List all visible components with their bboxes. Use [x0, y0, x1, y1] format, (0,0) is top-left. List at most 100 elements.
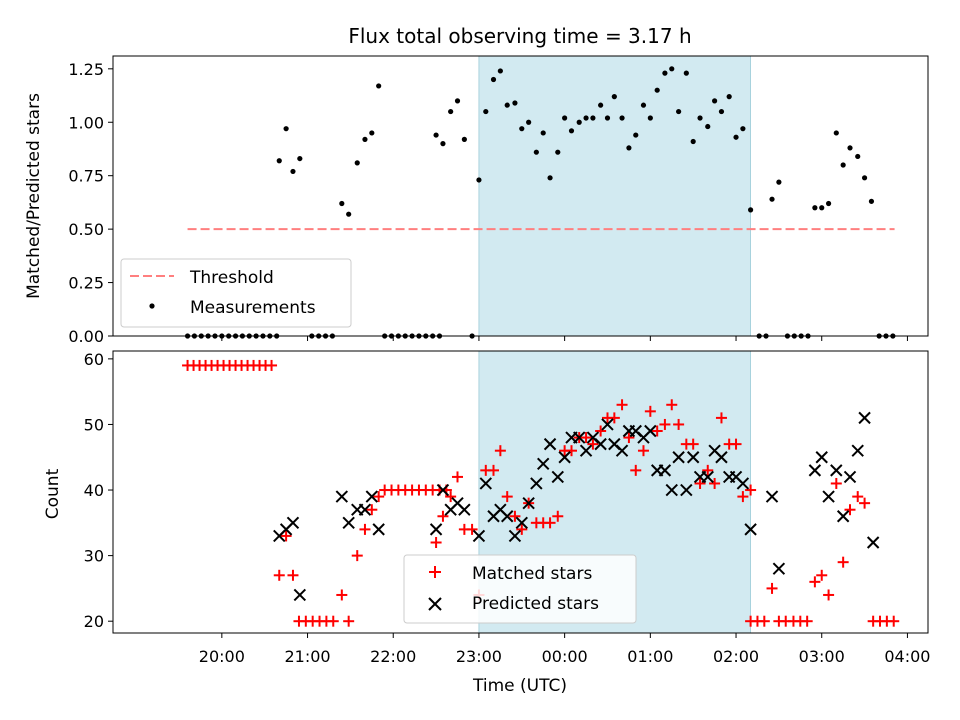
predicted-stars-point — [866, 536, 880, 549]
predicted-stars-point — [843, 470, 857, 484]
measurement-point — [633, 132, 639, 138]
measurement-point — [740, 126, 746, 132]
matched-stars-point — [823, 589, 835, 601]
top-y-ticks: 0.00 0.25 0.50 0.75 1.00 1.25 — [68, 60, 113, 346]
matched-stars-point — [715, 412, 727, 424]
matched-stars-point — [327, 615, 339, 627]
predicted-stars-point — [358, 503, 372, 516]
measurement-point — [819, 205, 825, 211]
predicted-stars-point — [537, 457, 550, 471]
measurement-point — [440, 141, 446, 147]
x-tick-label: 22:00 — [370, 647, 416, 666]
measurement-point — [454, 98, 461, 104]
matched-stars-point — [488, 464, 500, 476]
top-y-axis-label: Matched/Predicted stars — [24, 93, 44, 299]
top-panel: 0.00 0.25 0.50 0.75 1.00 1.25 Flux total obse… — [24, 24, 929, 346]
top-y-tick-label: 0.25 — [68, 274, 104, 293]
measurement-point — [512, 100, 518, 106]
bottom-y-tick-label: 60 — [84, 350, 104, 369]
predicted-stars-point — [744, 523, 757, 536]
matched-stars-point — [637, 445, 649, 457]
measurement-point — [504, 102, 510, 108]
top-y-tick-label: 1.25 — [68, 60, 104, 79]
bottom-legend-box — [403, 554, 637, 624]
measurement-point — [683, 70, 689, 76]
predicted-stars-point — [672, 451, 685, 464]
predicted-stars-point — [601, 418, 614, 431]
measurement-point — [490, 76, 497, 83]
matched-stars-point — [859, 497, 871, 509]
measurement-point — [776, 179, 782, 185]
legend-matched-label: Matched stars — [472, 564, 592, 584]
matched-stars-point — [565, 445, 577, 457]
measurement-point — [861, 175, 868, 181]
predicted-stars-point — [594, 437, 607, 451]
matched-stars-point — [673, 418, 685, 430]
matched-stars-point — [595, 425, 607, 437]
measurement-point — [825, 200, 832, 207]
measurement-point — [840, 162, 846, 168]
measurement-point — [733, 134, 739, 140]
bottom-y-tick-label: 50 — [84, 415, 104, 434]
top-y-tick-label: 0.75 — [68, 167, 104, 186]
measurement-point — [433, 132, 439, 138]
measurement-point — [568, 128, 575, 134]
measurement-point — [461, 136, 467, 142]
predicted-stars-point — [665, 483, 678, 497]
measurement-point — [297, 155, 303, 162]
matched-stars-point — [287, 569, 299, 581]
matched-stars-point — [552, 510, 564, 522]
matched-stars-point — [494, 445, 506, 457]
predicted-stars-point — [658, 464, 672, 477]
legend-matched-swatch — [429, 566, 441, 578]
matched-stars-point — [359, 523, 371, 535]
measurement-point — [339, 200, 345, 207]
matched-stars-point — [466, 523, 478, 535]
measurement-point — [626, 145, 632, 151]
top-y-tick-label: 1.00 — [68, 113, 104, 132]
matched-stars-point — [336, 589, 348, 601]
x-tick-label: 02:00 — [713, 647, 759, 666]
predicted-stars-points — [273, 411, 880, 602]
x-tick-label: 23:00 — [456, 647, 502, 666]
matched-stars-point — [666, 399, 678, 411]
predicted-stars-point — [851, 444, 864, 457]
predicted-stars-point — [836, 510, 850, 523]
matched-stars-point — [809, 576, 821, 588]
measurement-point — [718, 108, 725, 115]
measurement-point — [476, 177, 482, 183]
predicted-stars-point — [815, 451, 828, 464]
measurement-point — [276, 158, 282, 164]
predicted-stars-point — [551, 470, 564, 484]
predicted-stars-point — [715, 451, 728, 464]
matched-stars-point — [373, 491, 385, 503]
matched-stars-point — [580, 432, 592, 444]
measurement-point — [654, 87, 660, 93]
matched-stars-point — [501, 491, 513, 503]
measurement-point — [712, 98, 718, 104]
predicted-stars-point — [680, 483, 693, 497]
x-tick-label: 20:00 — [199, 647, 245, 666]
measurement-point — [676, 108, 682, 115]
matched-stars-point — [837, 556, 849, 568]
matched-stars-point — [509, 510, 521, 522]
measurement-point — [526, 119, 532, 125]
measurement-point — [847, 145, 853, 151]
matched-stars-point — [366, 504, 378, 516]
measurement-point — [611, 94, 617, 100]
matched-stars-point — [737, 491, 749, 503]
predicted-stars-point — [772, 562, 786, 575]
measurement-point — [519, 126, 525, 132]
top-axes-frame — [112, 55, 929, 337]
matched-stars-point — [758, 615, 770, 627]
top-x-ticks — [221, 336, 908, 341]
measurement-point — [619, 115, 625, 121]
predicted-stars-point — [372, 523, 385, 536]
measurement-point — [604, 115, 611, 121]
predicted-stars-point — [701, 470, 714, 484]
measurement-point — [697, 115, 703, 121]
top-observing-window-shade — [478, 55, 752, 337]
legend-predicted-swatch — [428, 597, 442, 611]
matched-stars-point — [730, 438, 742, 450]
